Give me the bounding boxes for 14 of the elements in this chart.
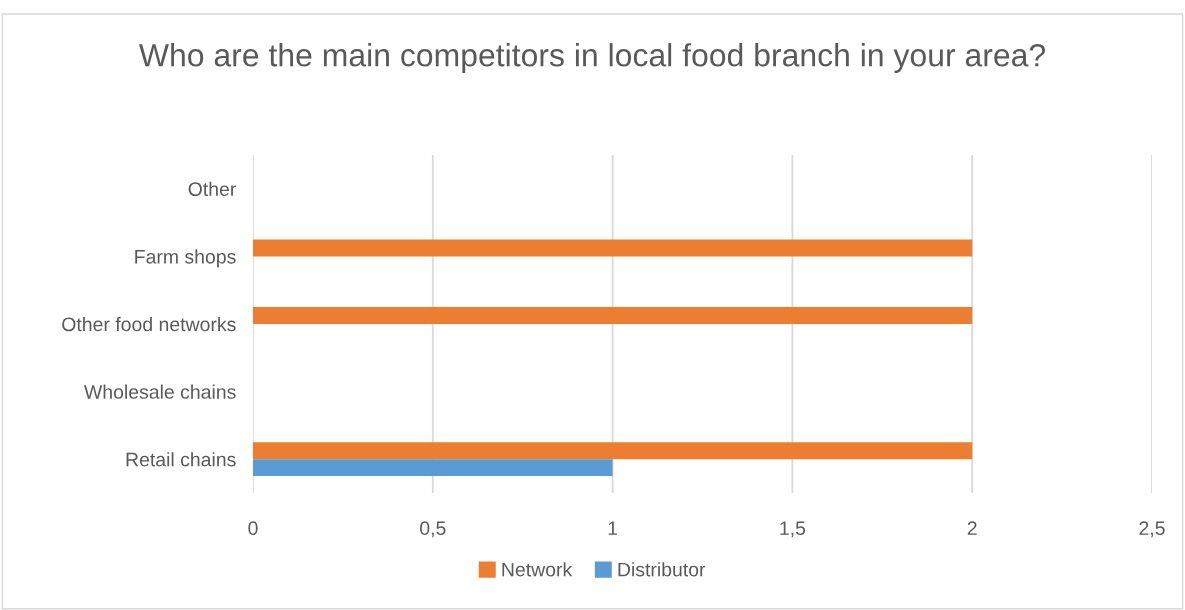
- x-tick-label: 0: [248, 521, 258, 536]
- y-tick-label: Retail chains: [126, 452, 236, 467]
- y-tick-label: Other food networks: [62, 316, 236, 332]
- x-tick-label: 2: [967, 521, 977, 535]
- x-tick-label: 1: [608, 521, 618, 535]
- legend-label: Distributor: [618, 562, 706, 577]
- x-tick-label: 0,5: [420, 521, 446, 538]
- legend-label: Network: [502, 562, 573, 577]
- chart-title: Who are the main competitors in local food branch in your area?: [139, 43, 1046, 73]
- y-tick-label: Farm shops: [135, 249, 236, 268]
- y-tick-label: Wholesale chains: [84, 384, 236, 399]
- x-tick-label: 2,5: [1139, 521, 1165, 538]
- y-tick-label: Other: [188, 181, 237, 197]
- x-tick-label: 1,5: [780, 521, 806, 538]
